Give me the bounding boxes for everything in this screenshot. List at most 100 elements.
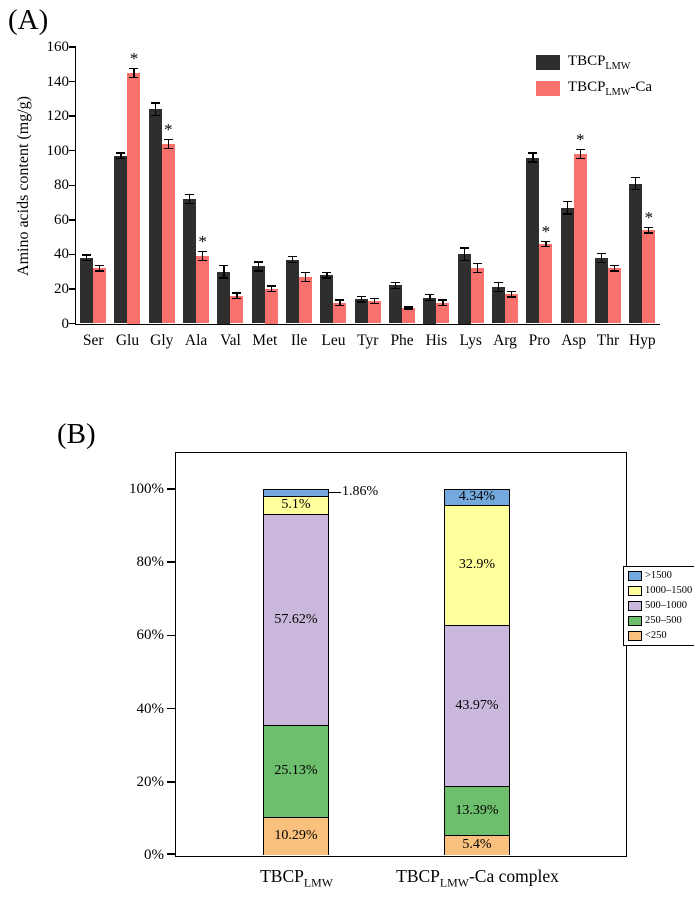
error-cap xyxy=(562,200,572,203)
x-category-label-glu: Glu xyxy=(115,332,140,349)
x-category-label-asp: Asp xyxy=(561,332,587,349)
error-cap xyxy=(185,202,195,205)
error-cap xyxy=(253,261,263,263)
legend-label-tbcp-lmw: TBCPLMW xyxy=(567,53,631,72)
x-category-label-phe: Phe xyxy=(390,332,414,349)
error-cap xyxy=(198,250,208,253)
y-tick-label: 40 xyxy=(54,246,69,263)
error-cap xyxy=(644,226,654,229)
segment-250-500-bar1 xyxy=(444,786,510,836)
bar-tbcp-lmw-ca-ile xyxy=(299,276,313,324)
segment-1000-1500-bar0 xyxy=(263,495,329,515)
error-cap xyxy=(288,256,298,258)
bar-tbcp-lmw-ile xyxy=(286,259,300,324)
x-category-label-pro: Pro xyxy=(528,332,551,349)
error-cap xyxy=(459,259,469,262)
segment-label: 4.34% xyxy=(458,488,496,504)
segment-label: 10.29% xyxy=(274,828,318,844)
mw-legend: >1500 1000–1500 500–1000 250–500 <250 xyxy=(623,566,694,646)
bar-tbcp-lmw-ca-lys xyxy=(470,268,484,324)
segment-label: 32.9% xyxy=(458,557,496,573)
segment-500-1000-bar1 xyxy=(444,625,510,787)
bar-tbcp-lmw-hyp xyxy=(629,183,643,324)
error-cap xyxy=(528,152,538,154)
error-cap xyxy=(322,271,332,273)
segment-500-1000-bar0 xyxy=(263,514,329,726)
error-bar xyxy=(270,285,272,293)
error-bar xyxy=(167,138,169,149)
error-bar xyxy=(579,148,581,160)
bar-tbcp-lmw-ca-leu xyxy=(333,302,347,324)
error-cap xyxy=(644,232,654,234)
legend-label: 1000–1500 xyxy=(645,585,693,596)
y-tick xyxy=(166,853,175,855)
y-tick xyxy=(69,115,76,117)
error-cap xyxy=(232,298,242,300)
error-cap xyxy=(82,259,92,262)
segment-250-500-bar0 xyxy=(263,725,329,818)
bar-tbcp-lmw-ca-ala xyxy=(196,256,210,324)
error-bar xyxy=(613,264,616,272)
y-tick xyxy=(166,781,175,783)
error-cap xyxy=(494,291,504,293)
error-cap xyxy=(472,272,482,274)
legend-label: <250 xyxy=(645,630,667,641)
error-bar xyxy=(154,102,156,117)
error-cap xyxy=(369,303,379,305)
error-cap xyxy=(528,161,538,163)
legend-label: >1500 xyxy=(645,570,672,581)
error-bar xyxy=(373,297,375,305)
error-cap xyxy=(541,240,551,242)
segment-label: 25.13% xyxy=(274,763,318,779)
error-cap xyxy=(494,282,504,284)
x-category-label-leu: Leu xyxy=(321,332,346,349)
y-tick-label: 100% xyxy=(129,481,164,497)
bar-tbcp-lmw-val xyxy=(217,271,231,324)
bar-tbcp-lmw-ca-met xyxy=(264,288,278,324)
error-cap xyxy=(369,297,379,299)
error-bar xyxy=(532,152,534,163)
error-cap xyxy=(163,147,173,149)
y-tick-label: 140 xyxy=(46,73,70,90)
significance-asterisk: * xyxy=(575,129,585,149)
bar-tbcp-lmw-ca-arg xyxy=(505,294,519,324)
significance-asterisk: * xyxy=(129,48,139,68)
error-cap xyxy=(391,282,401,284)
y-tick-label: 0 xyxy=(61,315,70,332)
y-tick-label: 120 xyxy=(46,108,70,125)
segment--1500-bar1 xyxy=(444,489,510,505)
segment-label: 13.39% xyxy=(455,802,499,818)
error-bar xyxy=(257,261,259,272)
category-label-0: TBCPLMW xyxy=(260,866,333,890)
significance-asterisk: * xyxy=(541,221,551,241)
x-category-label-ser: Ser xyxy=(82,332,104,349)
error-cap xyxy=(597,252,606,254)
segment-label: 5.1% xyxy=(281,497,311,513)
legend-swatch xyxy=(628,601,642,611)
bar-tbcp-lmw-ca-val xyxy=(230,295,244,324)
error-cap xyxy=(610,270,619,272)
error-cap xyxy=(438,299,448,301)
segment--250-bar1 xyxy=(444,835,510,855)
error-cap xyxy=(472,263,482,265)
error-cap xyxy=(575,148,585,151)
error-bar xyxy=(339,299,341,307)
error-cap xyxy=(575,158,585,160)
y-tick xyxy=(69,288,76,290)
y-tick-label: 60 xyxy=(54,211,69,228)
y-tick-label: 0% xyxy=(144,847,164,863)
x-category-label-tyr: Tyr xyxy=(357,332,379,349)
y-tick xyxy=(69,253,76,256)
error-cap xyxy=(438,304,448,307)
y-tick xyxy=(166,634,175,637)
segment--1500-bar0 xyxy=(263,489,329,496)
bar-tbcp-lmw-pro xyxy=(526,157,540,324)
error-cap xyxy=(404,308,414,310)
error-bar xyxy=(648,226,650,234)
x-category-label-gly: Gly xyxy=(150,332,174,349)
bar-tbcp-lmw-ca-asp xyxy=(573,154,587,324)
y-tick xyxy=(69,46,76,48)
error-cap xyxy=(150,114,160,117)
error-cap xyxy=(631,189,641,191)
error-cap xyxy=(185,193,195,196)
